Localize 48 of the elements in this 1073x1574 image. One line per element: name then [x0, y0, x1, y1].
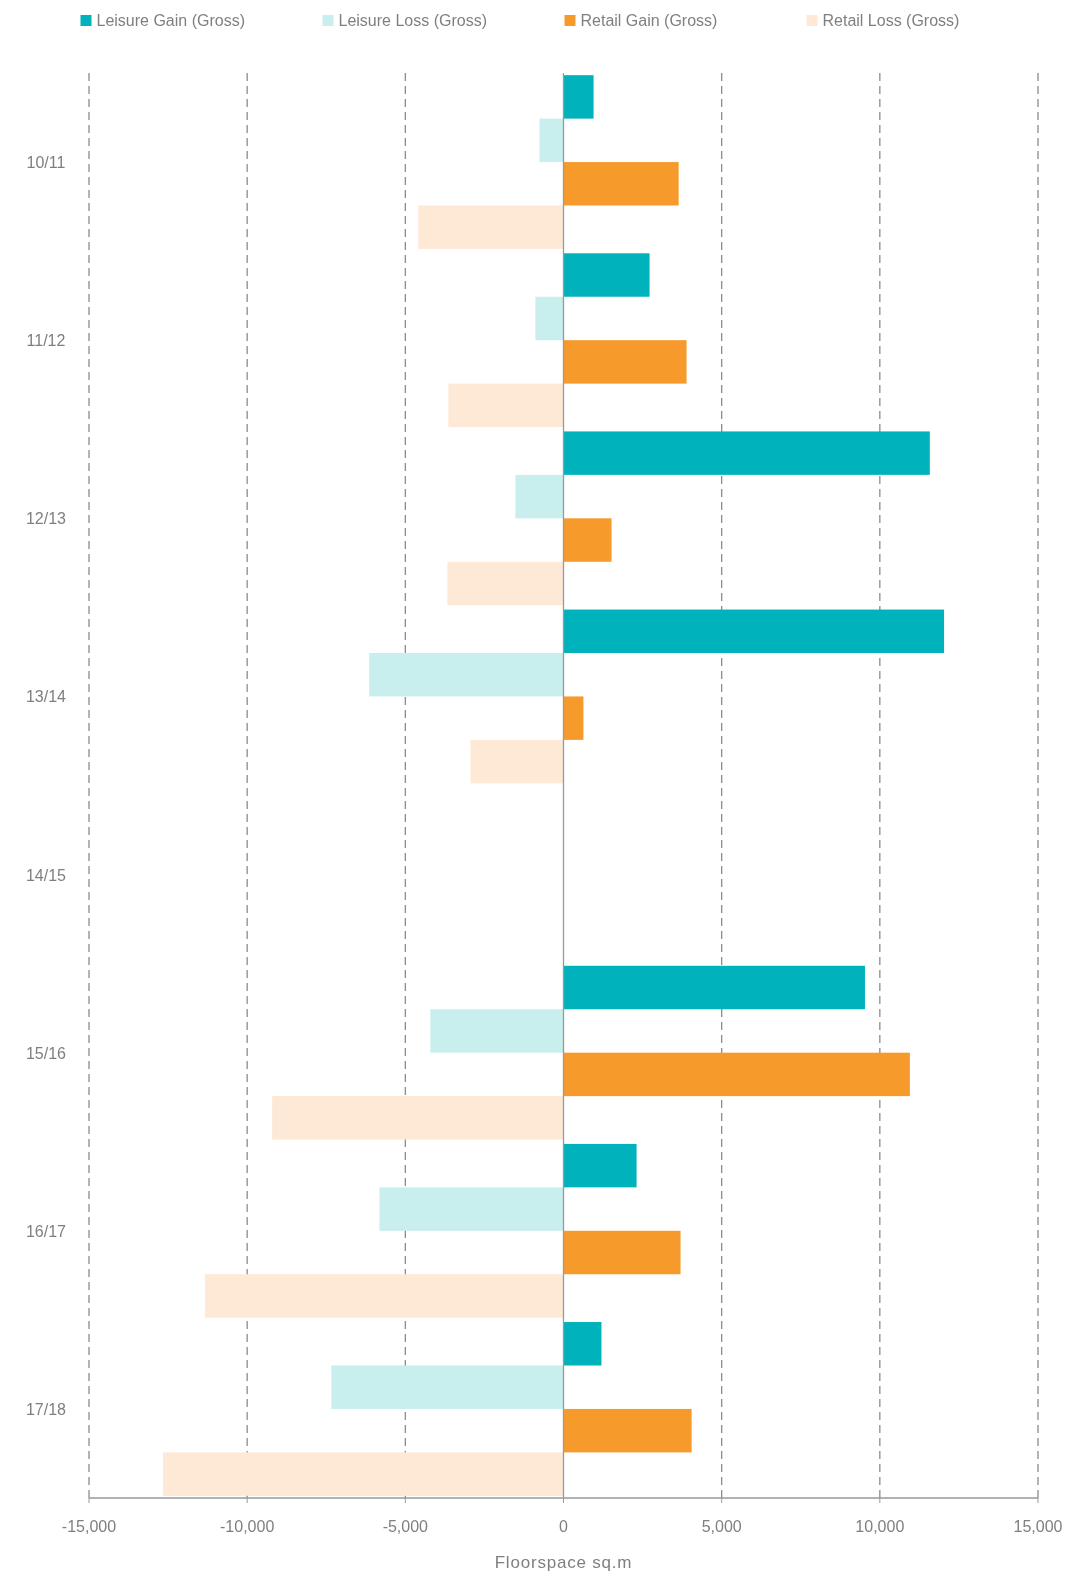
- x-tick-label: -10,000: [220, 1518, 275, 1535]
- y-tick-label: 14/15: [25, 866, 67, 884]
- bar: [418, 205, 564, 249]
- x-tick-label: -15,000: [61, 1518, 117, 1535]
- y-tick-label: 13/14: [25, 688, 67, 706]
- x-tick-label: -5,000: [382, 1518, 429, 1535]
- bar: [563, 965, 865, 1010]
- bar: [272, 1096, 564, 1140]
- bar: [369, 652, 564, 697]
- bar: [535, 296, 564, 341]
- bar: [563, 75, 594, 119]
- bar: [447, 561, 564, 606]
- y-tick-label: 15/16: [25, 1044, 67, 1062]
- y-tick-label: 16/17: [25, 1222, 67, 1240]
- bar: [563, 1322, 602, 1366]
- bar: [448, 383, 564, 428]
- bar: [163, 1452, 564, 1496]
- bar: [331, 1365, 564, 1409]
- x-tick-label: 0: [559, 1518, 569, 1535]
- x-axis-title: Floorspace sq.m: [494, 1553, 633, 1572]
- y-tick-label: 12/13: [25, 510, 67, 528]
- bar: [205, 1274, 564, 1318]
- y-tick-label: 11/12: [26, 332, 66, 350]
- bar: [563, 1230, 681, 1275]
- y-tick-label: 10/11: [26, 154, 66, 172]
- bar: [470, 739, 564, 784]
- x-tick-label: 15,000: [1013, 1518, 1063, 1535]
- bar: [563, 1143, 637, 1188]
- bar: [430, 1009, 564, 1053]
- bar: [515, 474, 564, 519]
- bar: [563, 431, 930, 475]
- legend-label: Leisure Loss (Gross): [338, 12, 487, 29]
- legend-label: Retail Loss (Gross): [822, 12, 960, 29]
- bar: [379, 1187, 564, 1231]
- x-tick-label: 5,000: [701, 1518, 742, 1535]
- bar: [563, 1052, 910, 1097]
- bar: [563, 1408, 692, 1453]
- x-tick-label: 10,000: [855, 1518, 905, 1535]
- y-tick-label: 17/18: [25, 1400, 67, 1418]
- bar: [563, 340, 687, 384]
- legend-label: Leisure Gain (Gross): [96, 12, 245, 29]
- bar: [563, 609, 945, 653]
- bar: [539, 118, 564, 163]
- bar: [563, 253, 650, 297]
- bar: [563, 696, 584, 740]
- legend-label: Retail Gain (Gross): [580, 12, 718, 29]
- bar: [563, 518, 612, 562]
- bar: [563, 162, 679, 206]
